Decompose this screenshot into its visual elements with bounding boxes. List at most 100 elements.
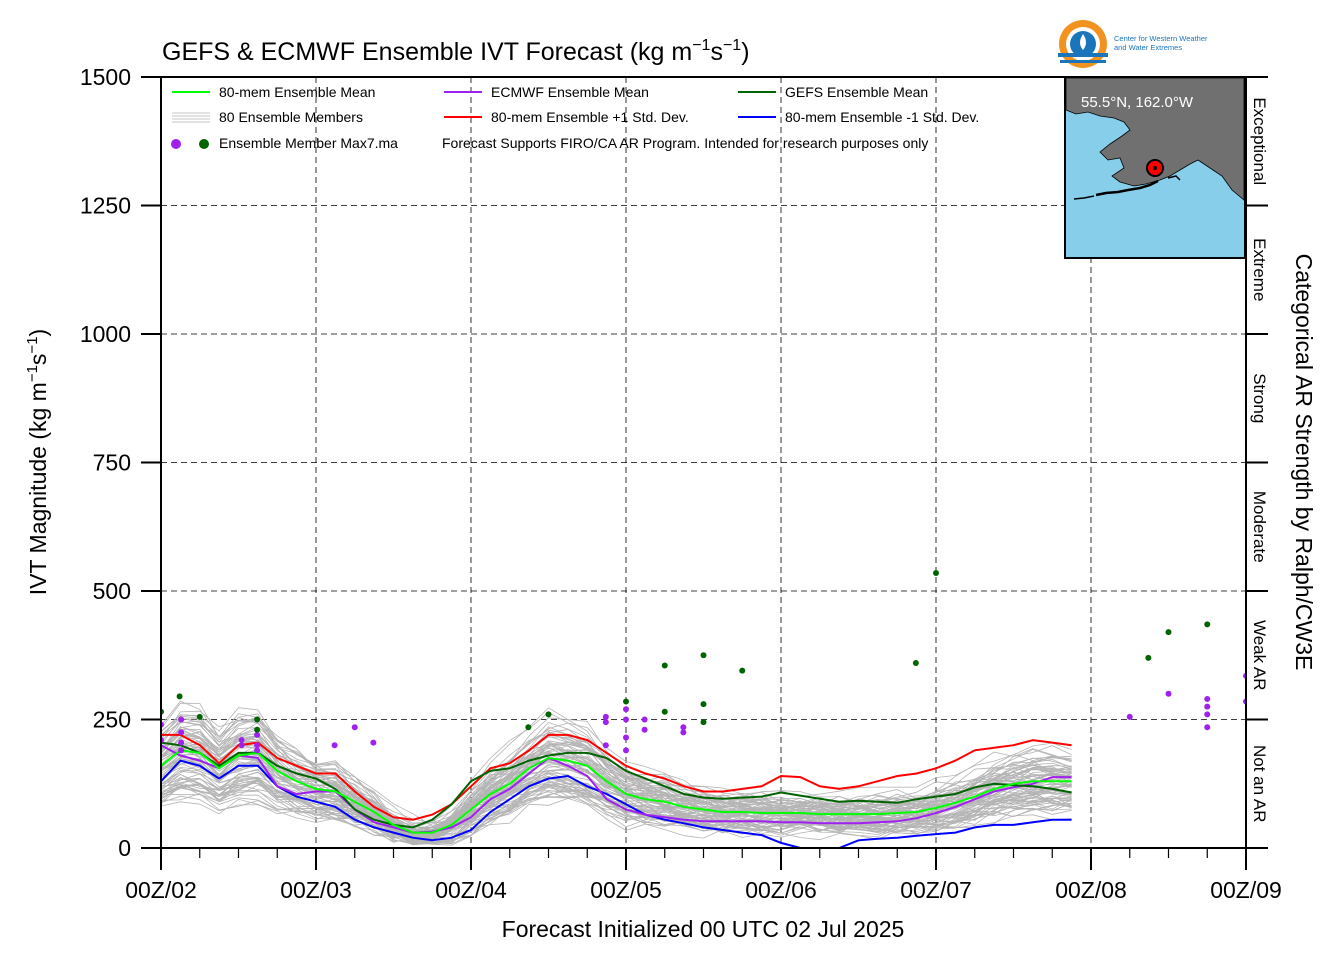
ecmwf-max-marker <box>254 731 261 738</box>
gefs-max-marker <box>1204 621 1211 628</box>
ecmwf-max-marker <box>680 729 687 736</box>
y-tick-label: 250 <box>93 707 131 733</box>
gefs-max-marker <box>739 667 746 674</box>
gefs-max-marker <box>1145 654 1152 661</box>
ecmwf-max-marker <box>1204 711 1211 718</box>
max7-markers <box>161 570 1246 754</box>
category-axis: Not an AR Weak AR Moderate Strong Extreme Exc… <box>1246 76 1269 849</box>
series-line-ecmwf-ensemble-mean <box>161 744 1072 834</box>
x-tick-label: 00Z/08 <box>1055 877 1127 903</box>
series-line-80-mem-ensemble-1-std-dev- <box>161 759 1072 848</box>
legend-ens-mean: 80-mem Ensemble Mean <box>219 84 375 100</box>
legend-ecmwf-max-dot <box>171 139 181 149</box>
ensemble-member-line <box>161 785 1072 844</box>
category-label: Not an AR <box>1250 745 1269 823</box>
gefs-max-marker <box>254 726 261 733</box>
gefs-max-marker <box>661 708 668 715</box>
category-label: Moderate <box>1250 491 1269 563</box>
gefs-max-marker <box>1165 629 1172 636</box>
chart-title: GEFS & ECMWF Ensemble IVT Forecast (kg m… <box>162 37 750 66</box>
x-tick-label: 00Z/04 <box>435 877 507 903</box>
ecmwf-max-marker <box>331 742 338 749</box>
y-tick-label: 500 <box>93 578 131 604</box>
legend-members: 80 Ensemble Members <box>219 109 363 125</box>
ecmwf-max-marker <box>254 747 261 754</box>
ecmwf-max-marker <box>623 716 629 723</box>
gefs-max-marker <box>912 659 919 666</box>
category-label: Weak AR <box>1250 620 1269 691</box>
ecmwf-max-marker <box>1204 703 1211 710</box>
ensemble-member-line <box>161 776 1072 846</box>
x-tick-label: 00Z/07 <box>900 877 972 903</box>
ecmwf-max-marker <box>623 734 629 741</box>
category-label: Strong <box>1250 373 1269 423</box>
ensemble-member-line <box>161 770 1072 844</box>
y-tick-label: 1000 <box>80 321 131 347</box>
ecmwf-max-marker <box>178 729 185 736</box>
gefs-max-marker <box>525 724 532 731</box>
ecmwf-max-marker <box>178 716 185 723</box>
cw3e-logo: Center for Western Weather and Water Ext… <box>1058 20 1208 68</box>
ecmwf-max-marker <box>1165 690 1172 697</box>
y-tick-label: 1500 <box>80 64 131 90</box>
legend-gefs-max-dot <box>199 139 209 149</box>
location-map-inset: 55.5°N, 162.0°W <box>1064 76 1246 259</box>
gefs-max-marker <box>700 701 707 708</box>
ensemble-member-line <box>161 735 1072 834</box>
ensemble-member-line <box>161 731 1072 835</box>
ecmwf-max-marker <box>641 716 648 723</box>
ecmwf-max-marker <box>1204 695 1211 702</box>
map-location-label: 55.5°N, 162.0°W <box>1081 94 1194 111</box>
ecmwf-max-marker <box>238 742 245 749</box>
category-label: Exceptional <box>1250 97 1269 185</box>
legend-note: Forecast Supports FIRO/CA AR Program. In… <box>442 135 928 151</box>
x-tick-label: 00Z/03 <box>280 877 352 903</box>
ensemble-member-line <box>161 773 1072 837</box>
ensemble-member-line <box>161 793 1072 845</box>
right-axis-title: Categorical AR Strength by Ralph/CW3E <box>1291 254 1317 671</box>
ecmwf-max-marker <box>602 719 609 726</box>
ecmwf-max-marker <box>623 706 629 713</box>
gefs-max-marker <box>545 711 552 718</box>
legend-ecmwf-mean: ECMWF Ensemble Mean <box>491 84 649 100</box>
ensemble-member-line <box>161 715 1072 832</box>
gefs-max-marker <box>623 698 629 705</box>
y-axis-title: IVT Magnitude (kg m−1s−1) <box>24 329 51 595</box>
ecmwf-max-marker <box>1204 724 1211 731</box>
gefs-max-marker <box>933 570 939 577</box>
gefs-max-marker <box>700 652 707 659</box>
legend-swatch-members <box>172 112 210 123</box>
y-axis: 0 250 500 750 1000 1250 1500 <box>80 64 161 861</box>
ecmwf-max-marker <box>178 739 185 746</box>
ecmwf-max-marker <box>602 713 609 720</box>
alaska-land-shape <box>1065 77 1245 201</box>
x-axis: 00Z/02 00Z/03 00Z/04 00Z/05 00Z/06 00Z/07 00Z/… <box>125 848 1282 903</box>
legend: 80-mem Ensemble Mean ECMWF Ensemble Mean… <box>171 84 979 151</box>
legend-max7: Ensemble Member Max7.ma <box>219 135 398 151</box>
y-tick-label: 0 <box>118 835 131 861</box>
ecmwf-max-marker <box>623 747 629 754</box>
x-tick-label: 00Z/06 <box>745 877 817 903</box>
ensemble-member-line <box>161 778 1072 845</box>
ecmwf-max-marker <box>680 724 687 731</box>
x-tick-label: 00Z/02 <box>125 877 197 903</box>
legend-minus-sd: 80-mem Ensemble -1 Std. Dev. <box>785 109 979 125</box>
ecmwf-max-marker <box>351 724 358 731</box>
ecmwf-max-marker <box>254 742 261 749</box>
gefs-max-marker <box>196 713 203 720</box>
logo-line1: Center for Western Weather <box>1114 34 1208 43</box>
gefs-max-marker <box>254 716 261 723</box>
ecmwf-max-marker <box>641 726 648 733</box>
legend-gefs-mean: GEFS Ensemble Mean <box>785 84 928 100</box>
x-axis-title: Forecast Initialized 00 UTC 02 Jul 2025 <box>502 916 905 942</box>
series-lines <box>161 733 1072 848</box>
ensemble-member-line <box>161 783 1072 843</box>
ecmwf-max-marker <box>370 739 377 746</box>
gefs-max-marker <box>700 719 707 726</box>
gefs-max-marker <box>661 662 668 669</box>
gefs-max-marker <box>176 693 183 700</box>
series-line-80-mem-ensemble-1-std-dev- <box>161 733 1072 821</box>
category-label: Extreme <box>1250 238 1269 301</box>
series-line-80-mem-ensemble-mean <box>161 749 1072 834</box>
